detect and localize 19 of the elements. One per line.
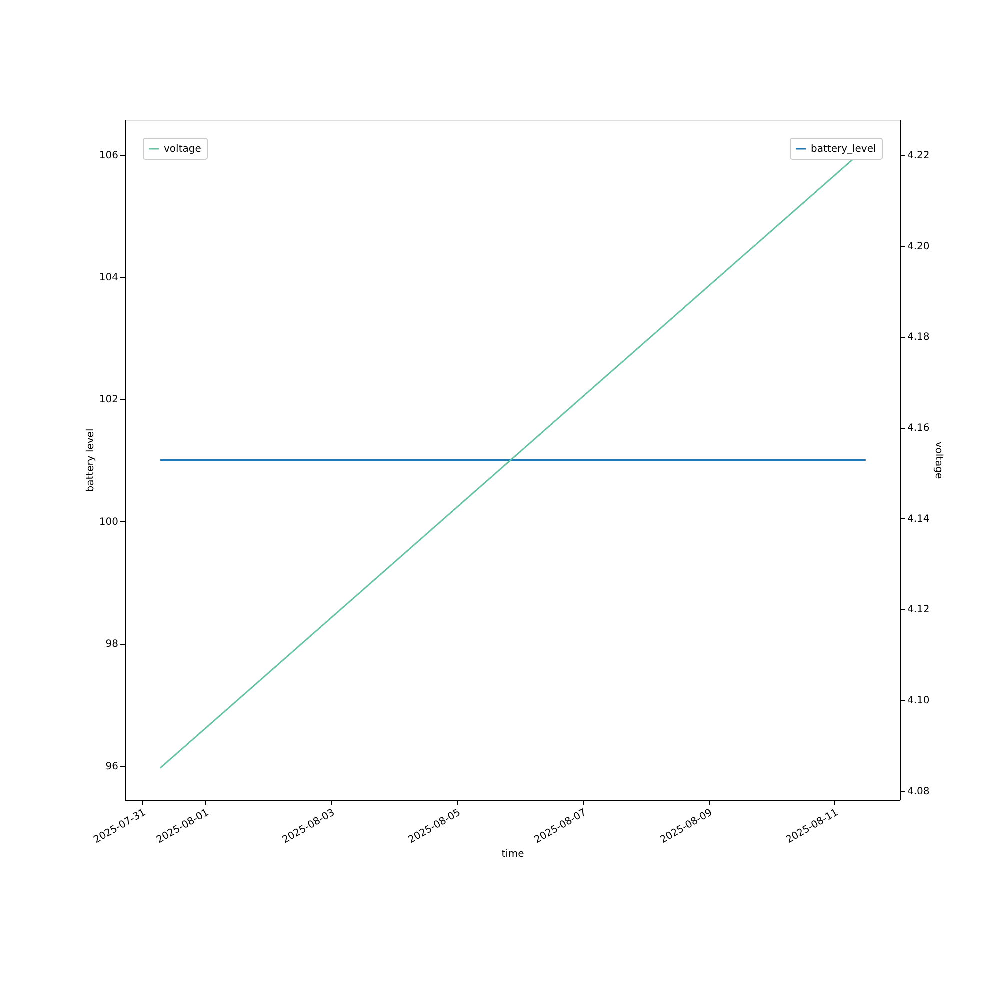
y2-tick-label: 4.22 — [908, 150, 930, 162]
y-tick-label: 102 — [99, 394, 118, 406]
y-axis-title: battery level — [85, 428, 96, 492]
y-tick-label: 98 — [106, 639, 118, 650]
y2-tick-label: 4.18 — [908, 332, 930, 344]
y2-tick-label: 4.10 — [908, 696, 930, 707]
x-axis-title: time — [502, 849, 524, 860]
y2-tick-label: 4.08 — [908, 786, 930, 798]
y-tick-label: 104 — [99, 272, 118, 284]
y2-tick-label: 4.16 — [908, 423, 930, 434]
y-tick-label: 96 — [106, 761, 118, 772]
y2-tick-label: 4.14 — [908, 514, 930, 525]
legend-label: voltage — [164, 144, 202, 155]
y2-axis-title: voltage — [932, 442, 944, 480]
y-tick-label: 100 — [99, 516, 118, 528]
y2-tick-label: 4.12 — [908, 604, 930, 616]
legend-label: battery_level — [811, 144, 876, 155]
y-tick-label: 106 — [99, 150, 118, 162]
y2-tick-label: 4.20 — [908, 241, 930, 252]
